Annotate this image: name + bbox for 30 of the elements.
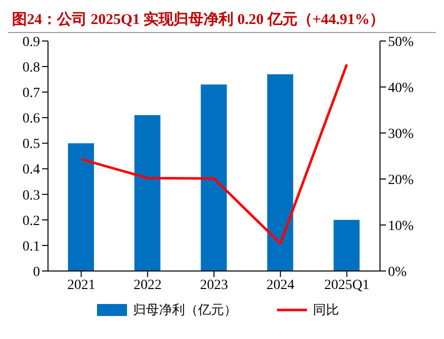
bar <box>334 220 360 271</box>
y2-tick-label: 50% <box>388 34 414 50</box>
bar <box>200 84 227 271</box>
y-tick-label: 0.7 <box>22 86 40 102</box>
y2-tick-label: 20% <box>388 172 414 188</box>
legend-label: 同比 <box>313 301 339 319</box>
bar <box>68 143 94 271</box>
y-tick-label: 0.2 <box>22 214 40 229</box>
y2-tick-label: 30% <box>388 126 414 142</box>
y-tick-label: 0 <box>33 264 40 280</box>
y2-tick-label: 40% <box>388 80 414 96</box>
y-tick-label: 0.9 <box>22 34 40 50</box>
y-tick-label: 0.1 <box>22 239 40 254</box>
y2-tick-label: 0% <box>388 264 407 280</box>
y-tick-label: 0.5 <box>22 137 40 152</box>
y-tick-label: 0.3 <box>22 188 40 204</box>
x-tick-label: 2023 <box>200 278 228 293</box>
bar <box>267 74 294 271</box>
x-tick-label: 2025Q1 <box>324 278 370 293</box>
y-tick-label: 0.4 <box>22 162 40 178</box>
y2-tick-label: 10% <box>388 218 414 234</box>
y-tick-label: 0.6 <box>22 112 40 127</box>
bar <box>134 115 160 271</box>
x-tick-label: 2021 <box>67 278 96 293</box>
y-tick-label: 0.8 <box>22 60 40 76</box>
x-tick-label: 2022 <box>134 278 162 293</box>
x-tick-label: 2024 <box>266 278 294 293</box>
chart-title: 图24：公司 2025Q1 实现归母净利 0.20 亿元（+44.91%） <box>8 8 436 33</box>
legend-label: 归母净利（亿元） <box>133 301 237 319</box>
line-series <box>80 63 348 245</box>
